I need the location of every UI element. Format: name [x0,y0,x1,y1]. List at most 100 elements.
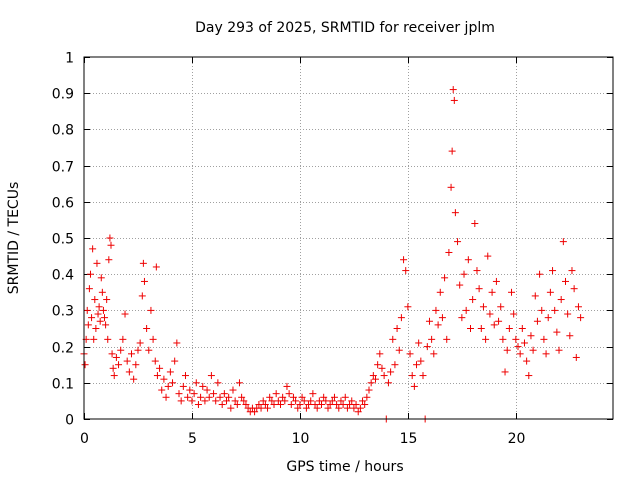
data-point [81,361,89,369]
data-point [218,401,226,409]
data-point [419,372,427,380]
data-point [443,335,451,343]
data-point [98,288,106,296]
data-point [479,303,487,311]
data-point [369,372,377,380]
data-point [205,393,213,401]
x-tick-label: 0 [80,431,89,447]
data-point [115,361,123,369]
data-point [97,274,105,282]
data-point [149,335,157,343]
data-point [490,321,498,329]
data-point [395,346,403,354]
data-point [119,335,127,343]
data-point [430,350,438,358]
data-point [512,335,520,343]
data-point [309,390,317,398]
data-point [333,401,341,409]
data-point [94,310,102,318]
data-point [108,350,116,358]
data-point [486,310,494,318]
data-point [160,375,168,383]
y-tick-label: 0.7 [52,160,74,176]
data-point [406,350,414,358]
data-point [156,364,164,372]
data-point [302,404,310,412]
data-point [516,350,524,358]
data-point [451,209,459,217]
data-point [145,346,153,354]
data-point [566,332,574,340]
data-point [404,303,412,311]
data-point [473,267,481,275]
x-tick-label: 20 [508,431,526,447]
data-point [212,397,220,405]
data-point [85,285,93,293]
y-axis-ticks: 0 0.1 0.2 0.3 0.4 0.5 0.6 0.7 0.8 0.9 1 [52,51,613,429]
data-point [328,397,336,405]
data-point [91,296,99,304]
data-point [337,397,345,405]
data-point [469,296,477,304]
data-point [529,346,537,354]
data-point [557,296,565,304]
data-point [447,183,455,191]
data-point [175,390,183,398]
data-point [307,397,315,405]
data-point [289,393,297,401]
data-point [428,335,436,343]
data-point [380,372,388,380]
grid-layer [84,57,613,419]
y-tick-label: 0.1 [52,377,74,393]
data-point [292,397,300,405]
data-point [153,372,161,380]
data-point [264,404,272,412]
data-point [177,397,185,405]
data-point [242,401,250,409]
data-point [130,375,138,383]
data-point [181,372,189,380]
data-point [216,393,224,401]
data-point [378,364,386,372]
data-point [279,393,287,401]
data-point [166,368,174,376]
data-point [89,245,97,253]
data-point [220,390,228,398]
data-point [99,306,107,314]
data-point [326,401,334,409]
data-point [83,306,91,314]
data-point [384,379,392,387]
data-point [501,368,509,376]
data-point [448,147,456,155]
data-point [96,317,104,325]
data-point [492,277,500,285]
data-point [192,379,200,387]
data-point [173,339,181,347]
data-point [538,306,546,314]
data-point [199,382,207,390]
data-point [484,252,492,260]
y-tick-label: 0.3 [52,304,74,320]
data-point [495,317,503,325]
data-point [477,325,485,332]
data-point [536,270,544,278]
data-point [143,325,151,332]
data-point [112,353,120,361]
data-point [402,267,410,275]
data-point [361,401,369,409]
data-point [460,270,468,278]
data-point [551,306,559,314]
plot-frame [83,56,614,420]
data-point [86,270,94,278]
data-point [549,267,557,275]
data-point [257,404,265,412]
data-point [102,321,110,329]
data-point [374,361,382,369]
data-point [139,259,147,267]
data-point [136,339,144,347]
data-point [251,408,259,416]
data-point [510,310,518,318]
data-point [104,335,112,343]
data-point [320,393,328,401]
data-point [128,350,136,358]
